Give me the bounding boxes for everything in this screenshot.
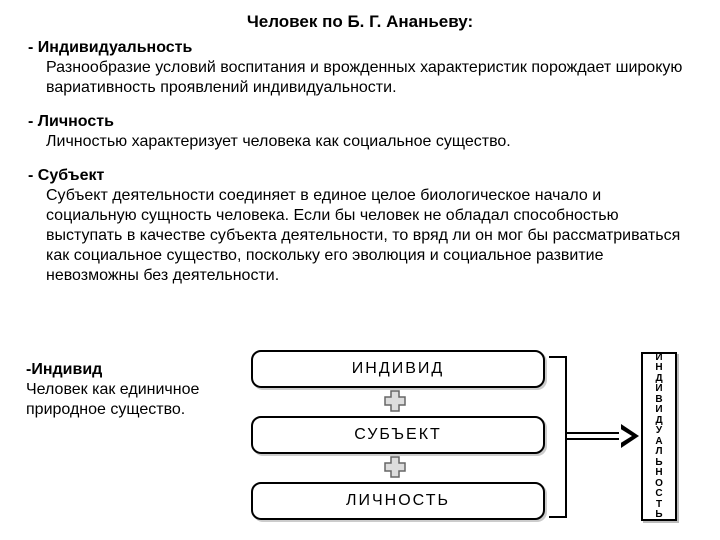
section-individuality: - Индивидуальность Разнообразие условий … — [28, 38, 692, 98]
page-title: Человек по Б. Г. Ананьеву: — [28, 12, 692, 32]
diagram-box-subject: СУБЪЕКТ — [251, 416, 545, 454]
desc-subject: Субъект деятельности соединяет в единое … — [28, 186, 692, 286]
diagram-result-box: ИНДИВИДУАЛЬНОСТЬ — [641, 352, 677, 521]
bottom-area: -Индивид Человек как единичное природное… — [26, 350, 696, 530]
arrow-icon — [567, 432, 625, 434]
term-individ: -Индивид — [26, 361, 102, 378]
section-individ: -Индивид Человек как единичное природное… — [26, 360, 236, 420]
arrow-icon — [567, 438, 625, 440]
section-subject: - Субъект Субъект деятельности соединяет… — [28, 166, 692, 286]
plus-icon — [383, 389, 407, 413]
desc-individ: Человек как единичное природное существо… — [26, 381, 199, 418]
plus-icon — [383, 455, 407, 479]
arrow-head-icon — [619, 428, 632, 444]
section-personality: - Личность Личностью характеризует челов… — [28, 112, 692, 152]
desc-personality: Личностью характеризует человека как соц… — [28, 132, 692, 152]
term-individuality: - Индивидуальность — [28, 39, 192, 56]
term-personality: - Личность — [28, 113, 114, 130]
desc-individuality: Разнообразие условий воспитания и врожде… — [28, 58, 692, 98]
diagram-box-individ: ИНДИВИД — [251, 350, 545, 388]
diagram-box-personality: ЛИЧНОСТЬ — [251, 482, 545, 520]
term-subject: - Субъект — [28, 167, 104, 184]
bracket-icon — [549, 356, 567, 518]
diagram: ИНДИВИД СУБЪЕКТ ЛИЧНОСТЬ ИНДИВИДУАЛЬНОСТ… — [241, 348, 701, 528]
